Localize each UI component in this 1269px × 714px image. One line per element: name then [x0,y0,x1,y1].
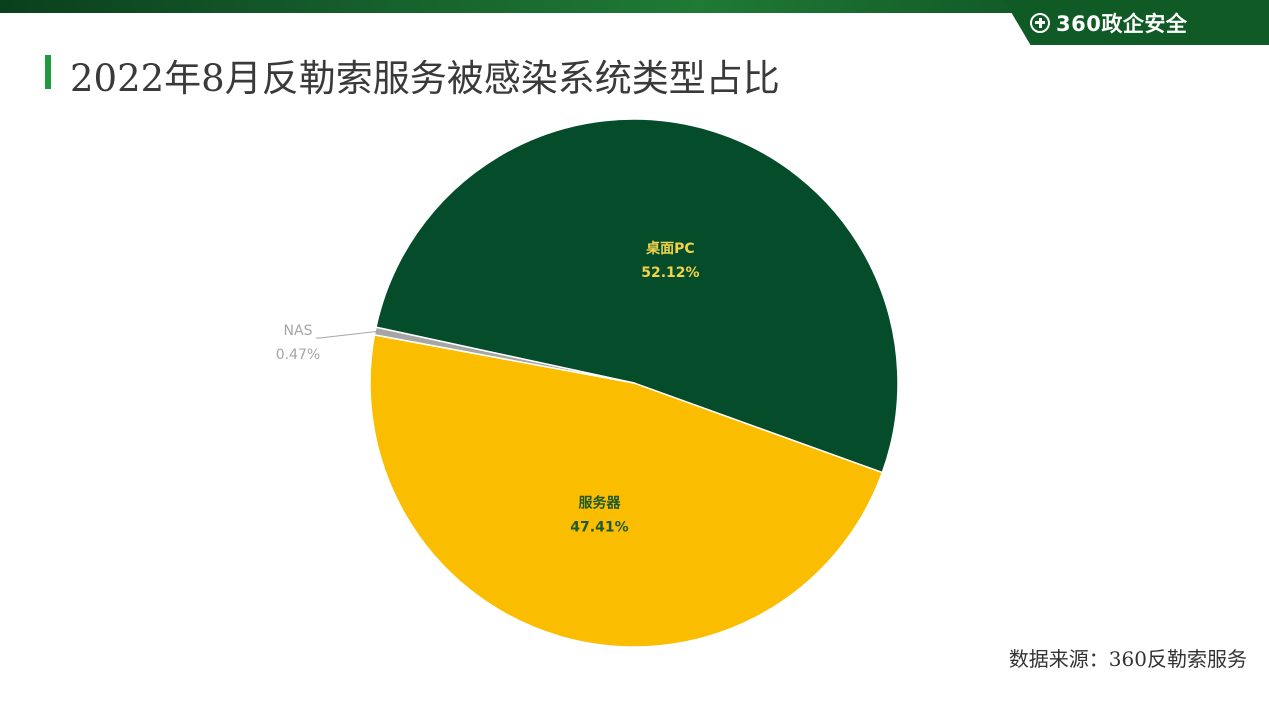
data-source: 数据来源：360反勒索服务 [1008,647,1247,671]
top-banner [0,0,1269,13]
title-accent-bar [45,55,51,89]
slice-label-nas: NAS [284,323,313,339]
slice-value-server: 47.41% [570,519,628,535]
slice-value-nas: 0.47% [276,347,320,363]
pie-slice-desktop-pc [375,118,899,474]
plus-circle-icon [1030,13,1050,33]
brand-logo: 360政企安全 [1030,9,1187,37]
page-title: 2022年8月反勒索服务被感染系统类型占比 [70,57,780,100]
pie-slice-server [369,333,884,648]
pie-slice-nas [373,326,635,384]
leader-line-nas [316,330,378,339]
slice-label-server: 服务器 [578,494,621,511]
slice-value-desktop-pc: 52.12% [641,265,699,281]
brand-text: 360政企安全 [1056,12,1188,36]
slice-label-desktop-pc: 桌面PC [646,240,695,257]
